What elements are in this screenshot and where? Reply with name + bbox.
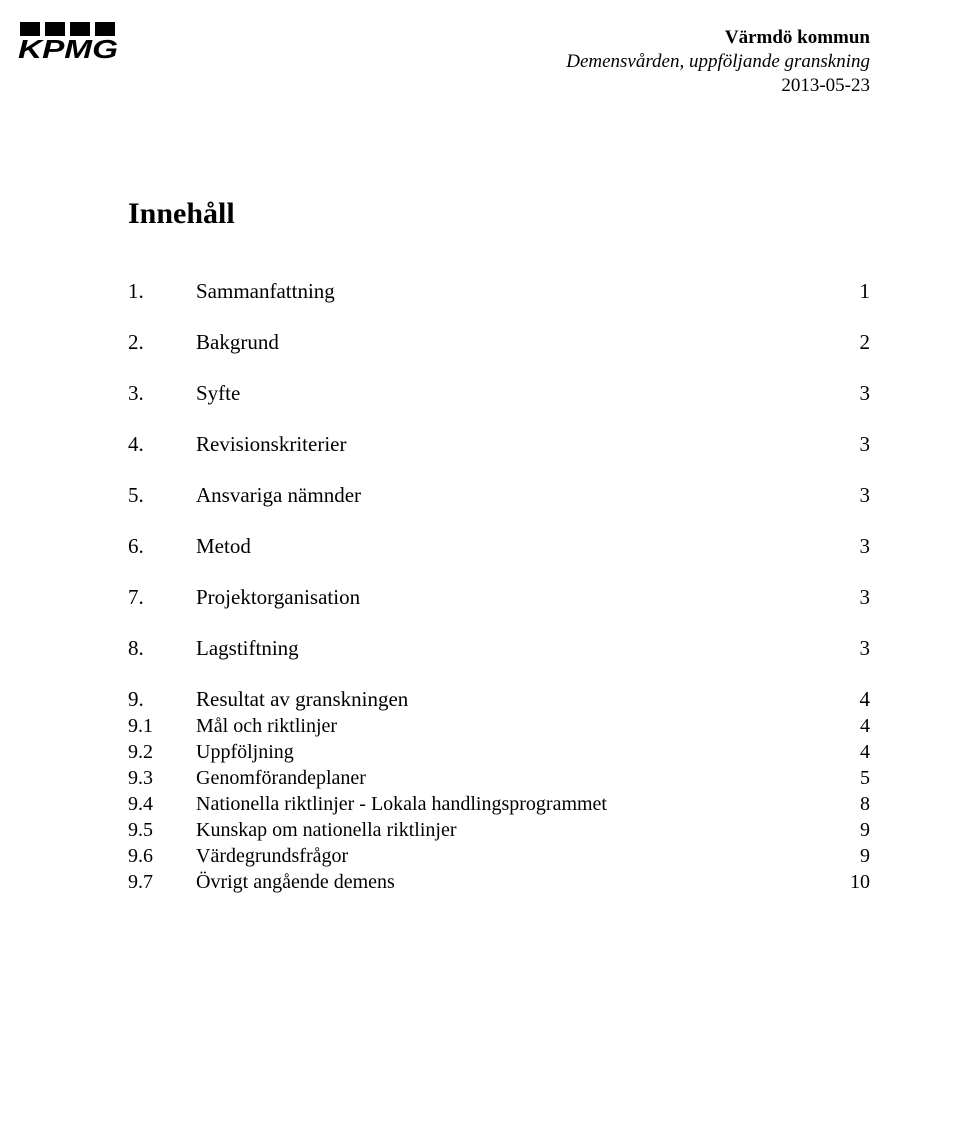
toc-label: Revisionskriterier bbox=[196, 432, 830, 457]
toc-page-number: 3 bbox=[830, 432, 870, 457]
toc-label: Nationella riktlinjer - Lokala handlings… bbox=[196, 793, 830, 816]
toc-page-number: 3 bbox=[830, 585, 870, 610]
toc-label: Kunskap om nationella riktlinjer bbox=[196, 819, 830, 842]
toc-list: 1.Sammanfattning12.Bakgrund23.Syfte34.Re… bbox=[128, 279, 870, 894]
header-org: Värmdö kommun bbox=[128, 26, 870, 50]
toc-row: 7.Projektorganisation3 bbox=[128, 585, 870, 610]
toc-label: Syfte bbox=[196, 381, 830, 406]
document-header: Värmdö kommun Demensvården, uppföljande … bbox=[128, 26, 870, 97]
toc-number: 3. bbox=[128, 381, 196, 406]
toc-label: Lagstiftning bbox=[196, 636, 830, 661]
toc-page-number: 4 bbox=[830, 741, 870, 764]
toc-page-number: 9 bbox=[830, 819, 870, 842]
toc-label: Bakgrund bbox=[196, 330, 830, 355]
toc-number: 9.7 bbox=[128, 871, 196, 894]
toc-page-number: 3 bbox=[830, 483, 870, 508]
toc-row: 9.5Kunskap om nationella riktlinjer9 bbox=[128, 819, 870, 842]
toc-page-number: 2 bbox=[830, 330, 870, 355]
toc-title: Innehåll bbox=[128, 197, 870, 231]
toc-number: 1. bbox=[128, 279, 196, 304]
toc-label: Resultat av granskningen bbox=[196, 687, 830, 712]
toc-row: 9.4Nationella riktlinjer - Lokala handli… bbox=[128, 793, 870, 816]
page: Värmdö kommun Demensvården, uppföljande … bbox=[0, 0, 960, 934]
toc-page-number: 3 bbox=[830, 381, 870, 406]
toc-page-number: 1 bbox=[830, 279, 870, 304]
toc-number: 8. bbox=[128, 636, 196, 661]
toc-row: 9.1Mål och riktlinjer4 bbox=[128, 715, 870, 738]
toc-row: 1.Sammanfattning1 bbox=[128, 279, 870, 304]
toc-label: Metod bbox=[196, 534, 830, 559]
toc-row: 9.6Värdegrundsfrågor9 bbox=[128, 845, 870, 868]
toc-row: 9.3Genomförandeplaner5 bbox=[128, 767, 870, 790]
toc-row: 9.7Övrigt angående demens10 bbox=[128, 871, 870, 894]
toc-row: 9.2Uppföljning4 bbox=[128, 741, 870, 764]
toc-label: Värdegrundsfrågor bbox=[196, 845, 830, 868]
toc-page-number: 10 bbox=[830, 871, 870, 894]
toc-row: 5.Ansvariga nämnder3 bbox=[128, 483, 870, 508]
toc-label: Övrigt angående demens bbox=[196, 871, 830, 894]
header-date: 2013-05-23 bbox=[128, 74, 870, 98]
toc-label: Mål och riktlinjer bbox=[196, 715, 830, 738]
toc-row: 4.Revisionskriterier3 bbox=[128, 432, 870, 457]
toc-number: 9.3 bbox=[128, 767, 196, 790]
toc-page-number: 3 bbox=[830, 636, 870, 661]
toc-page-number: 3 bbox=[830, 534, 870, 559]
toc-number: 9. bbox=[128, 687, 196, 712]
toc-row: 8.Lagstiftning3 bbox=[128, 636, 870, 661]
kpmg-logo: KPMG bbox=[18, 22, 118, 64]
toc-number: 9.2 bbox=[128, 741, 196, 764]
toc-page-number: 4 bbox=[830, 687, 870, 712]
toc-label: Ansvariga nämnder bbox=[196, 483, 830, 508]
toc-number: 9.4 bbox=[128, 793, 196, 816]
toc-row: 2.Bakgrund2 bbox=[128, 330, 870, 355]
toc-number: 4. bbox=[128, 432, 196, 457]
toc-number: 6. bbox=[128, 534, 196, 559]
svg-text:KPMG: KPMG bbox=[18, 34, 118, 64]
toc-label: Sammanfattning bbox=[196, 279, 830, 304]
toc-page-number: 9 bbox=[830, 845, 870, 868]
toc-number: 9.6 bbox=[128, 845, 196, 868]
toc-row: 6.Metod3 bbox=[128, 534, 870, 559]
toc-page-number: 4 bbox=[830, 715, 870, 738]
toc-page-number: 8 bbox=[830, 793, 870, 816]
toc-label: Genomförandeplaner bbox=[196, 767, 830, 790]
toc-row: 3.Syfte3 bbox=[128, 381, 870, 406]
toc-number: 7. bbox=[128, 585, 196, 610]
toc-label: Projektorganisation bbox=[196, 585, 830, 610]
toc-label: Uppföljning bbox=[196, 741, 830, 764]
toc-number: 9.1 bbox=[128, 715, 196, 738]
header-subtitle: Demensvården, uppföljande granskning bbox=[128, 50, 870, 74]
toc-number: 2. bbox=[128, 330, 196, 355]
toc-number: 9.5 bbox=[128, 819, 196, 842]
toc-row: 9.Resultat av granskningen4 bbox=[128, 687, 870, 712]
toc-page-number: 5 bbox=[830, 767, 870, 790]
toc-number: 5. bbox=[128, 483, 196, 508]
